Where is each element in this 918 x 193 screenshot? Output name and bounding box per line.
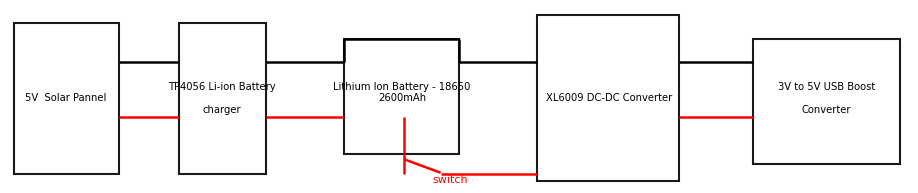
Text: 5V  Solar Pannel: 5V Solar Pannel [26,93,106,103]
Text: XL6009 DC-DC Converter: XL6009 DC-DC Converter [545,93,672,103]
Bar [753,39,900,164]
Text: TP4056 Li-ion Battery

charger: TP4056 Li-ion Battery charger [168,82,276,115]
Bar [179,23,266,174]
Bar [344,39,459,154]
Bar [14,23,119,174]
Text: 3V to 5V USB Boost

Converter: 3V to 5V USB Boost Converter [778,82,875,115]
Bar [537,15,679,181]
Text: switch: switch [432,175,467,185]
Text: Lithium Ion Battery - 18650
2600mAh: Lithium Ion Battery - 18650 2600mAh [333,82,471,103]
